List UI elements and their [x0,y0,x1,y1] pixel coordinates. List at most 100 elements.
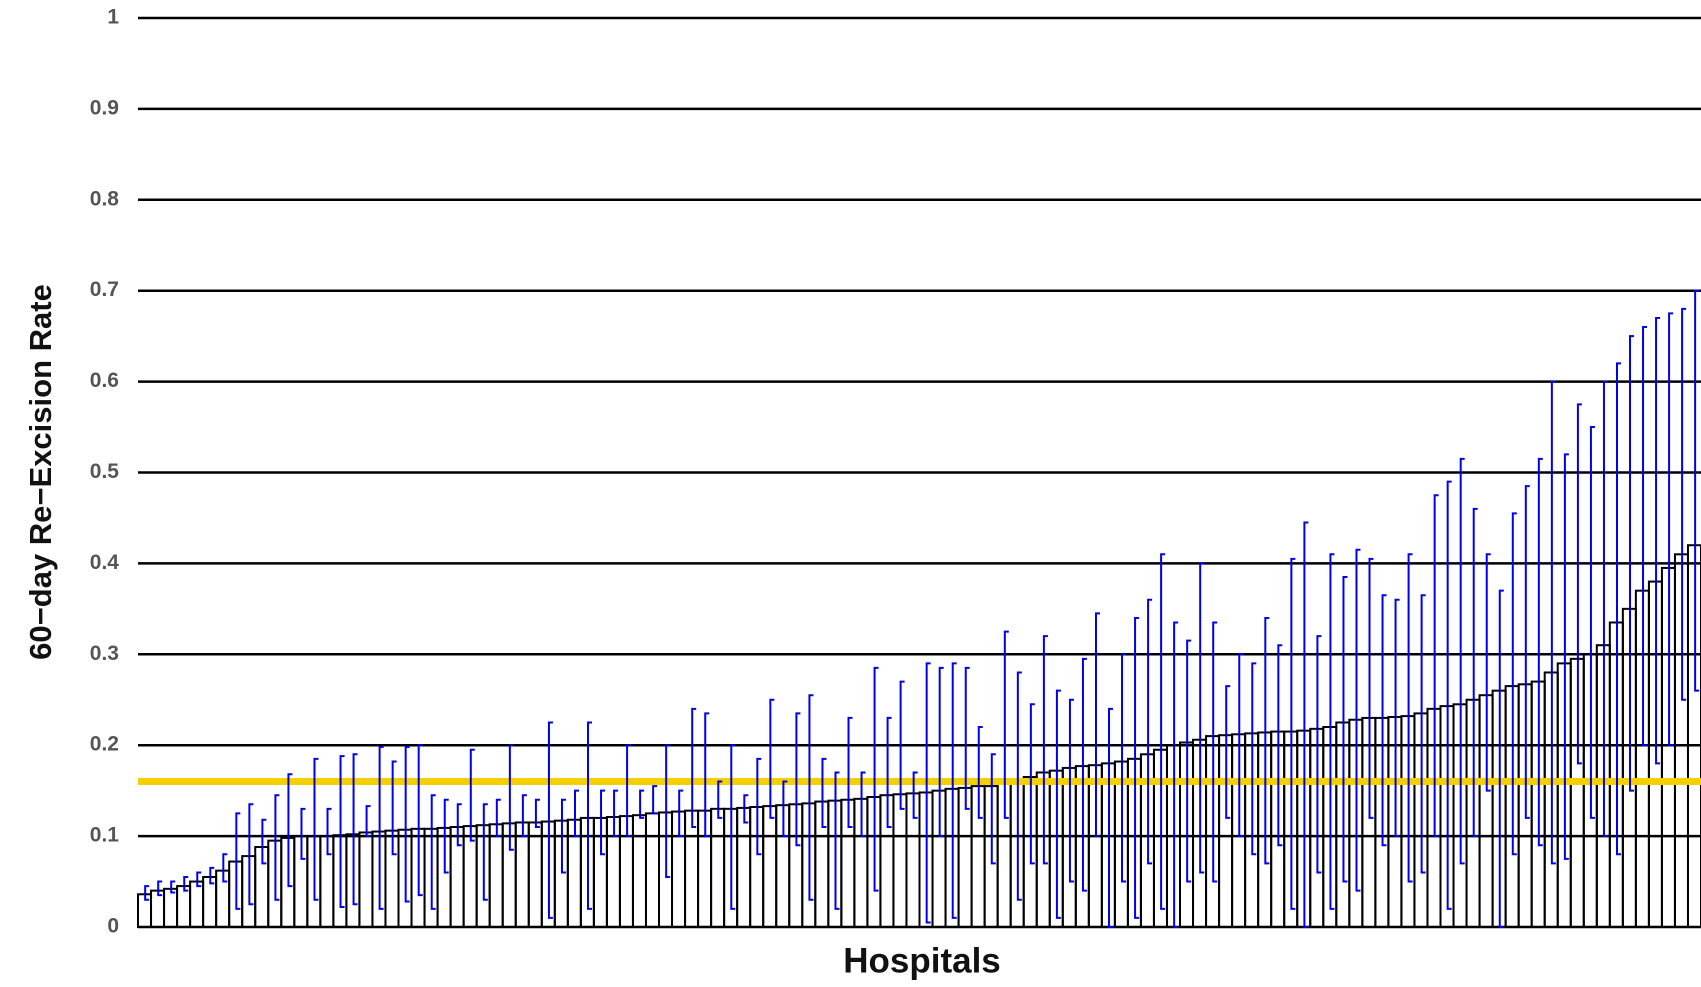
error-bar [1524,485,1530,819]
y-tick-label: 0 [107,915,119,938]
error-bar [430,794,436,910]
error-bar [678,789,684,838]
y-tick-label: 0.4 [90,551,120,574]
error-bar [1381,594,1387,847]
error-bar [404,746,410,903]
y-tick-label: 0.5 [90,460,120,483]
error-bar [990,753,996,865]
y-tick-label: 1 [107,6,119,29]
error-bar [235,812,241,910]
error-bar [261,818,267,865]
error-bar [157,880,163,897]
error-bar [860,771,866,838]
bar [644,812,660,928]
error-bar [886,716,892,829]
bar [189,880,205,928]
error-bar [587,721,593,910]
error-bar [1147,598,1153,865]
y-tick-label: 0.3 [90,642,119,665]
error-bar [717,780,723,819]
error-bar [1225,685,1231,819]
error-bar [821,757,827,829]
error-bar [808,694,814,901]
y-tick-label: 0.2 [90,733,119,756]
error-bar [1329,553,1335,910]
error-bar [1316,635,1322,874]
x-axis-title: Hospitals [843,941,1001,980]
bar [710,807,726,929]
error-bar [925,662,931,924]
error-bar [704,712,710,838]
error-bar [313,757,319,901]
bar [163,887,179,929]
error-bar [1303,521,1309,928]
error-bar [1498,589,1504,928]
bar [488,823,504,929]
error-bar [287,773,293,888]
bar [631,814,647,928]
error-bar [977,726,983,819]
error-bar [560,798,566,874]
y-tick-label: 0.7 [90,278,119,301]
error-bar [1589,426,1595,819]
error-bar [1537,457,1543,847]
error-bar [756,757,762,856]
error-bar [626,744,632,838]
error-bar [1134,616,1140,919]
error-bar [1615,362,1621,856]
error-bar [1121,653,1127,883]
error-bar [521,794,527,838]
bar [892,793,908,929]
error-bar [1277,644,1283,847]
error-bar [469,748,475,842]
bar [358,831,374,928]
y-tick-label: 0.6 [90,369,119,392]
error-bar [769,698,775,819]
bar [762,805,778,929]
error-bar [1212,621,1218,883]
error-bar [1108,707,1114,928]
error-bar [1342,576,1348,883]
error-bar [508,744,514,851]
error-bar [743,794,749,824]
y-tick-label: 0.1 [90,824,120,847]
error-bar [573,789,579,838]
error-bar [847,716,853,829]
error-bar [600,789,606,856]
error-bar [339,755,345,909]
error-bar [782,780,788,838]
error-bar [1368,557,1374,819]
error-bar [1016,671,1022,901]
error-bar [547,721,553,919]
bar [176,885,192,928]
error-bar [274,794,280,901]
error-bar [1094,612,1100,838]
error-bar [1694,289,1700,692]
y-axis-title: 60−day Re−Excision Rate [23,284,58,660]
error-bar [170,880,176,894]
error-bar [1029,703,1035,865]
error-bar [1199,562,1205,874]
error-bar [1238,653,1244,838]
error-bar [1642,326,1648,747]
bar [684,809,700,929]
error-bar [613,789,619,838]
bar [202,876,218,929]
error-bar [1264,616,1270,865]
error-bar [248,803,254,906]
error-bar [639,789,645,819]
error-bar [365,805,371,838]
error-bar [1186,639,1192,883]
error-bar [183,876,189,892]
error-bar [899,680,905,810]
error-bar [1602,380,1608,838]
bar [736,806,752,929]
error-bar [1407,553,1413,883]
error-bar [1655,316,1661,765]
error-bar [1668,312,1674,747]
error-bar [326,807,332,856]
error-bar [1055,689,1061,919]
error-bar [795,712,801,847]
